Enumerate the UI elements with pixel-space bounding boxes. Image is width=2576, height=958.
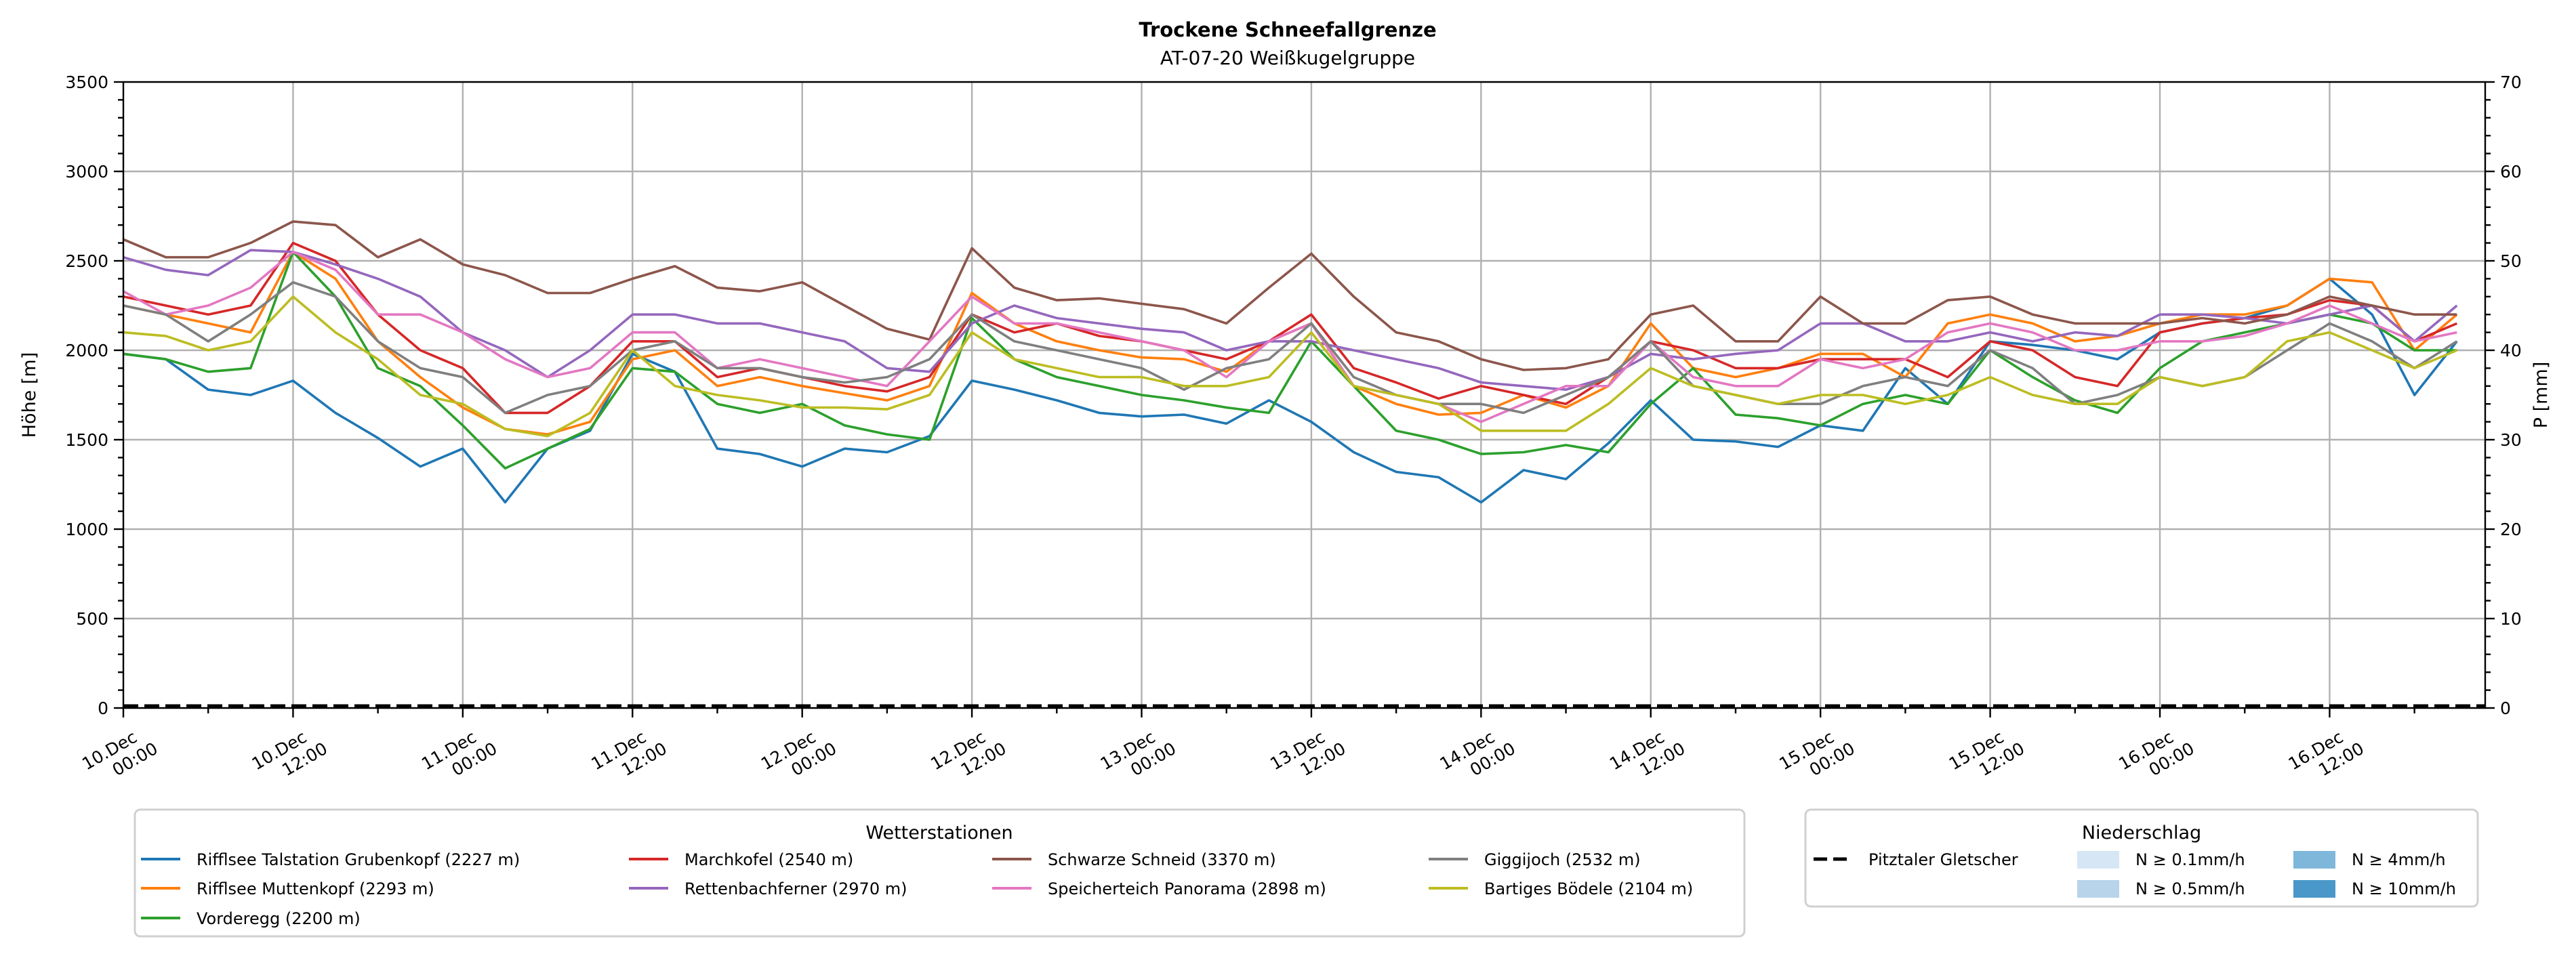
- precip-class-swatch: [2293, 851, 2335, 869]
- legend-entry: Schwarze Schneid (3370 m): [1048, 850, 1276, 869]
- y2-tick-label: 40: [2500, 341, 2522, 360]
- y2-tick-label: 60: [2500, 162, 2522, 182]
- precip-class-swatch: [2293, 880, 2335, 898]
- y-tick-label: 0: [98, 699, 108, 718]
- x-tick-label: 11.Dec00:00: [418, 721, 500, 791]
- x-tick-label: 16.Dec12:00: [2285, 721, 2367, 791]
- y-tick-label: 2500: [65, 251, 108, 271]
- y2-tick-label: 20: [2500, 520, 2522, 539]
- legend-entry: Marchkofel (2540 m): [684, 850, 853, 869]
- series-line-8: [123, 295, 2457, 438]
- stations-legend-box: [134, 808, 1746, 938]
- x-tick-label: 10.Dec12:00: [249, 721, 331, 791]
- y2-tick-label: 50: [2500, 251, 2522, 271]
- precip-class-label: N ≥ 0.1mm/h: [2135, 850, 2245, 869]
- x-tick-label: 11.Dec12:00: [588, 721, 670, 791]
- series-line-2: [123, 250, 2457, 470]
- chart-subtitle: AT-07-20 Weißkugelgruppe: [1160, 47, 1415, 69]
- series-line-3: [123, 241, 2457, 415]
- y-tick-label: 1000: [65, 520, 108, 539]
- y-tick-label: 500: [76, 609, 108, 629]
- x-tick-label: 15.Dec12:00: [1946, 721, 2028, 791]
- precip-class-label: N ≥ 10mm/h: [2352, 879, 2456, 898]
- precip-class-swatch: [2077, 880, 2119, 898]
- stations-legend: Wetterstationen Rifflsee Talstation Grube…: [134, 808, 1746, 938]
- x-tick-label: 13.Dec12:00: [1267, 721, 1349, 791]
- legend-entry: Vorderegg (2200 m): [197, 909, 361, 928]
- series-line-1: [123, 250, 2458, 436]
- legend-entry: Pitztaler Gletscher: [1868, 850, 2018, 869]
- series-line-6: [123, 250, 2457, 423]
- x-tick-label: 14.Dec00:00: [1437, 721, 1519, 791]
- x-tick-label: 13.Dec00:00: [1097, 721, 1179, 791]
- x-tick-label: 12.Dec12:00: [927, 721, 1009, 791]
- y-axis-label: Höhe [m]: [19, 352, 40, 438]
- precip-class-label: N ≥ 4mm/h: [2352, 850, 2446, 869]
- series-line-5: [123, 220, 2457, 371]
- legend-entry: Rifflsee Muttenkopf (2293 m): [197, 879, 434, 898]
- precip-legend-title: Niederschlag: [2082, 822, 2201, 844]
- series-line-0: [123, 277, 2458, 504]
- legend-entry: Rettenbachferner (2970 m): [684, 879, 907, 898]
- y2-axis-label: P [mm]: [2531, 362, 2552, 429]
- y2-tick-label: 0: [2500, 699, 2511, 718]
- chart-title: Trockene Schneefallgrenze: [1139, 18, 1436, 41]
- axes: 0 500 1000 1500 2000 2500 3000 3500 0 10 20 30 40 50 6…: [65, 72, 2522, 791]
- y-tick-label: 2000: [65, 341, 108, 360]
- y2-tick-label: 70: [2500, 72, 2522, 92]
- stations-legend-title: Wetterstationen: [865, 822, 1013, 844]
- legend-entry: Speicherteich Panorama (2898 m): [1048, 879, 1326, 898]
- series-line-7: [123, 280, 2458, 415]
- y-tick-label: 3500: [65, 72, 108, 92]
- plot-frame: [122, 81, 2487, 709]
- x-tick-label: 14.Dec12:00: [1606, 721, 1688, 791]
- x-tick-label: 15.Dec00:00: [1776, 721, 1858, 791]
- precip-class-label: N ≥ 0.5mm/h: [2135, 879, 2245, 898]
- precip-class-swatch: [2077, 851, 2119, 869]
- y2-tick-label: 30: [2500, 430, 2522, 450]
- series-lines: [123, 220, 2485, 708]
- x-tick-label: 10.Dec00:00: [79, 721, 161, 791]
- y-tick-label: 1500: [65, 430, 108, 450]
- legend-entry: Rifflsee Talstation Grubenkopf (2227 m): [197, 850, 520, 869]
- precipitation-legend: Niederschlag Pitztaler Gletscher N ≥ 0.1mm…: [1804, 808, 2479, 908]
- legend-entry: Giggijoch (2532 m): [1484, 850, 1641, 869]
- legend-entry: Bartiges Bödele (2104 m): [1484, 879, 1693, 898]
- x-tick-label: 16.Dec00:00: [2115, 721, 2197, 791]
- y-tick-label: 3000: [65, 162, 108, 182]
- x-tick-label: 12.Dec00:00: [758, 721, 840, 791]
- y2-tick-label: 10: [2500, 609, 2522, 629]
